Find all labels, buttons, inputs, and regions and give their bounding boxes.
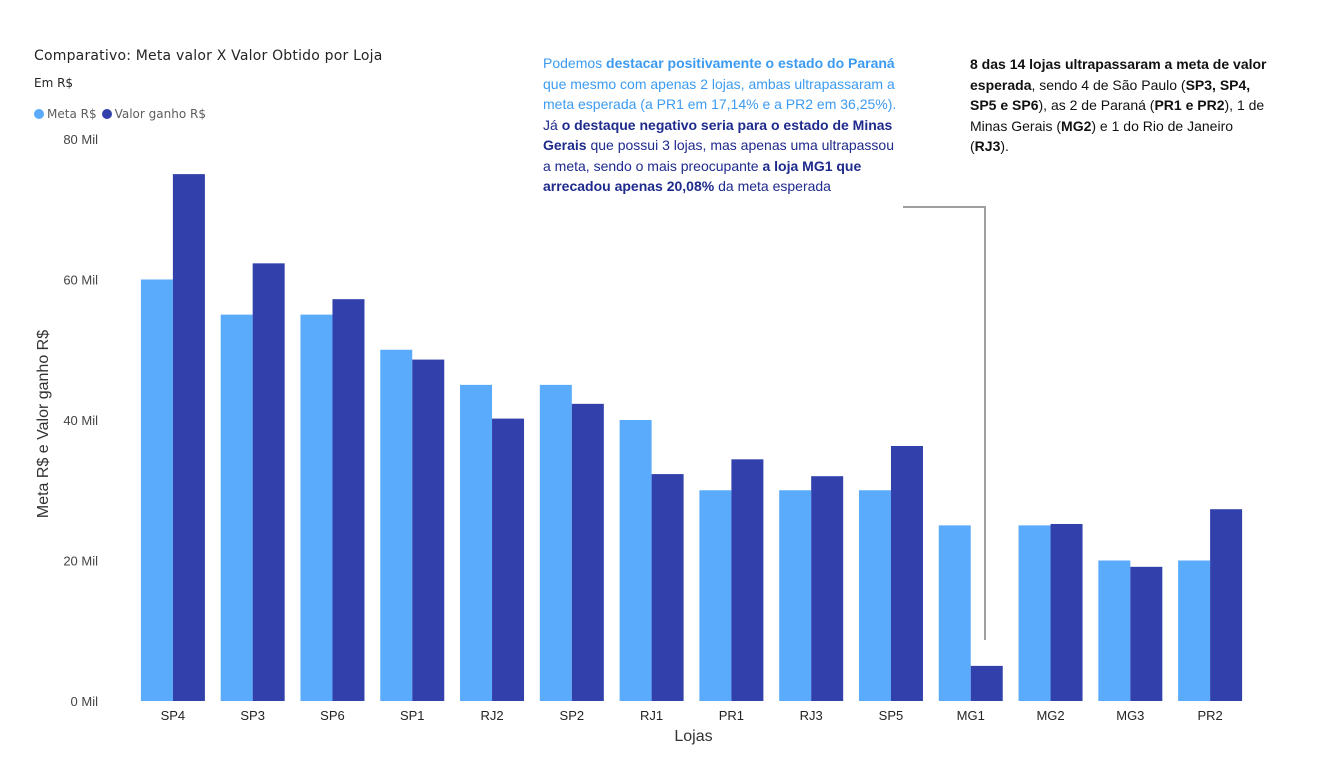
bar-valor[interactable] [1210, 509, 1243, 701]
annotation-text: ) e 1 do Rio de Janeiro ( [970, 117, 1234, 155]
bar-meta[interactable] [1098, 560, 1131, 702]
annotation-highlight: PR1 e PR2 [1154, 97, 1225, 113]
x-tick-label: SP2 [560, 708, 585, 723]
x-tick-label: SP5 [879, 708, 904, 723]
y-axis-title: Meta R$ e Valor ganho R$ [35, 330, 52, 518]
annotation-highlight: o destaque negativo seria para o estado … [543, 116, 893, 154]
annotation-highlight: SP3, SP4, SP5 e SP6 [970, 76, 1251, 114]
x-tick-label: PR1 [719, 708, 744, 723]
x-tick-label: PR2 [1197, 708, 1222, 723]
bar-valor[interactable] [651, 474, 684, 701]
annotation-highlight: RJ3 [974, 138, 1001, 154]
legend-item-valor[interactable]: Valor ganho R$ [101, 107, 206, 121]
annotation-text: que mesmo com apenas 2 lojas, ambas ultr… [543, 75, 897, 113]
bar-valor[interactable] [731, 459, 764, 701]
annotation-text: que possui 3 lojas, mas apenas uma ultra… [543, 137, 894, 174]
y-tick-label: 20 Mil [63, 554, 98, 569]
bar-valor[interactable] [492, 418, 525, 701]
annotation-text: Já [543, 116, 562, 133]
x-tick-label: MG3 [1116, 708, 1144, 723]
bar-valor[interactable] [811, 476, 844, 701]
bar-meta[interactable] [938, 525, 971, 701]
bar-meta[interactable] [858, 490, 891, 701]
bar-valor[interactable] [332, 299, 365, 701]
annotation-text: ). [1000, 138, 1009, 154]
annotation-text: ), 1 de Minas Gerais ( [970, 97, 1265, 134]
legend-swatch-meta [34, 109, 44, 119]
legend-swatch-valor [101, 109, 112, 119]
bar-valor[interactable] [1050, 523, 1083, 701]
bar-meta[interactable] [460, 384, 493, 701]
y-tick-label: 80 Mil [63, 132, 98, 147]
annotation-highlight: MG2 [1061, 117, 1092, 134]
chart-subtitle: Em R$ [34, 76, 74, 90]
bar-valor[interactable] [252, 263, 285, 701]
x-tick-label: RJ2 [480, 708, 503, 723]
annotation-text: da meta esperada [714, 178, 831, 194]
bar-valor[interactable] [890, 445, 923, 701]
annotation-text: Podemos [543, 55, 607, 71]
annotation-summary: 8 das 14 lojas ultrapassaram a meta de v… [970, 54, 1270, 157]
x-tick-label: SP1 [400, 708, 425, 723]
bar-meta[interactable] [220, 314, 253, 701]
annotation-paragraph-parana: Podemos destacar positivamente o estado … [543, 53, 903, 115]
annotation-highlight: 8 das 14 lojas ultrapassaram a meta de v… [970, 56, 1267, 93]
x-tick-label: MG2 [1036, 708, 1064, 723]
chart-title: Comparativo: Meta valor X Valor Obtido p… [34, 48, 383, 64]
annotation-text: ), as 2 de Paraná ( [1038, 97, 1155, 113]
legend-label-meta: Meta R$ [47, 107, 97, 121]
bar-valor[interactable] [412, 359, 445, 701]
x-tick-label: SP6 [320, 708, 345, 723]
x-tick-label: RJ3 [800, 708, 823, 723]
bar-meta[interactable] [1178, 560, 1211, 702]
bar-meta[interactable] [300, 314, 333, 701]
legend-item-meta[interactable]: Meta R$ [34, 107, 97, 121]
bar-valor[interactable] [571, 403, 604, 701]
x-tick-label: SP3 [240, 708, 265, 723]
annotation-highlight: destacar positivamente o estado do Paran… [606, 55, 895, 71]
x-tick-label: RJ1 [640, 708, 663, 723]
bar-valor[interactable] [970, 665, 1003, 701]
x-tick-label: MG1 [957, 708, 985, 723]
bar-meta[interactable] [619, 420, 652, 701]
annotation-paragraph-minas: Já o destaque negativo seria para o esta… [543, 115, 903, 197]
bar-meta[interactable] [140, 279, 173, 702]
annotation-text: , sendo 4 de São Paulo ( [1031, 76, 1186, 93]
x-axis-title: Lojas [674, 728, 712, 745]
bar-valor[interactable] [172, 174, 205, 701]
x-tick-label: SP4 [161, 708, 186, 723]
bar-meta[interactable] [1018, 525, 1051, 701]
annotation-highlight: a loja MG1 que arrecadou apenas 20,08% [543, 157, 862, 195]
bar-meta[interactable] [699, 490, 732, 701]
bar-meta[interactable] [779, 490, 812, 701]
bar-valor[interactable] [1130, 566, 1163, 701]
bar-meta[interactable] [380, 349, 413, 701]
y-tick-label: 40 Mil [63, 413, 98, 428]
annotation-parana-mg: Podemos destacar positivamente o estado … [543, 53, 903, 197]
callout-connector-line [903, 206, 986, 640]
bar-meta[interactable] [539, 384, 572, 701]
y-tick-label: 0 Mil [71, 694, 99, 709]
chart-legend: Meta R$ Valor ganho R$ [34, 107, 211, 121]
legend-label-valor: Valor ganho R$ [114, 107, 206, 121]
y-tick-label: 60 Mil [63, 273, 98, 288]
